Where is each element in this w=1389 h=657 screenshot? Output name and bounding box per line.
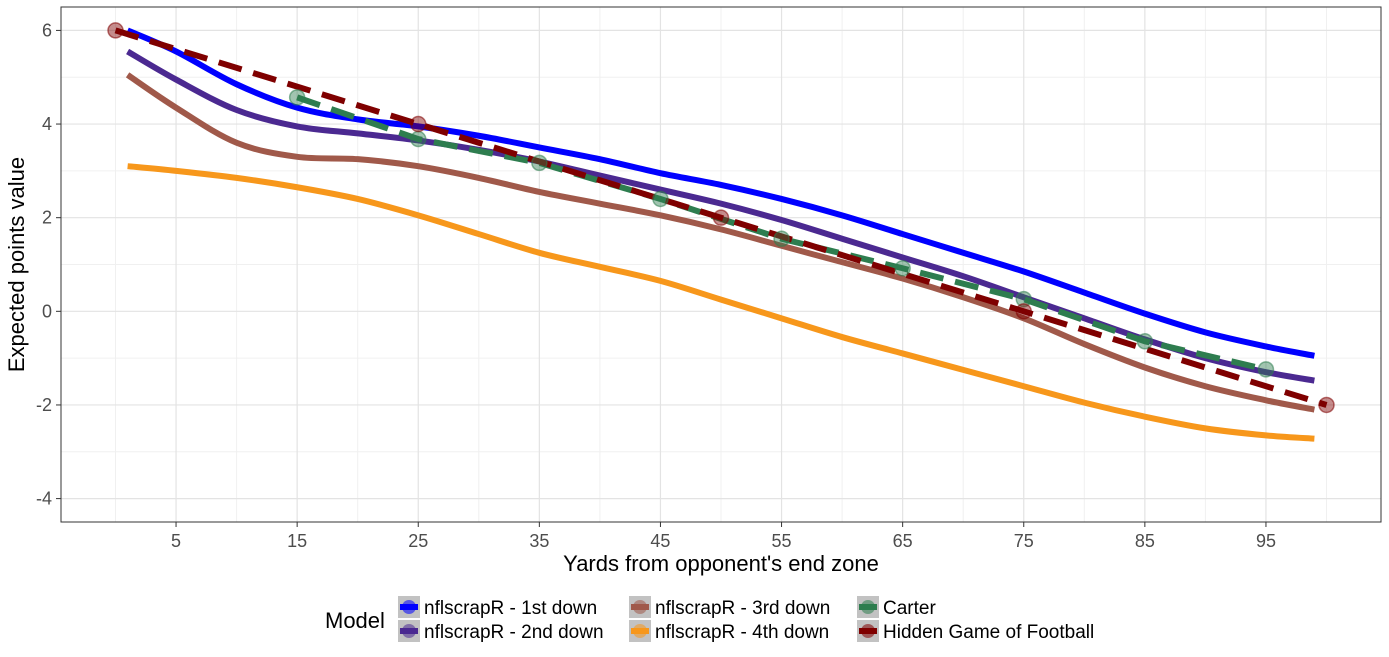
x-tick-label: 75 <box>1014 531 1034 551</box>
data-point-hidden-game-of-football <box>107 22 124 39</box>
legend-key-point <box>861 600 875 614</box>
legend-label: nflscrapR - 2nd down <box>424 622 604 643</box>
legend-label: Hidden Game of Football <box>883 622 1094 643</box>
series-line-hidden-game-of-football <box>114 27 1328 408</box>
legend-key-point <box>633 624 647 638</box>
y-tick-label: -2 <box>36 395 52 415</box>
grid-minor <box>61 7 1381 522</box>
x-tick-label: 25 <box>408 531 428 551</box>
series-line-nflscrapr-4th-down <box>127 163 1315 442</box>
legend-key-point <box>861 624 875 638</box>
series-line-nflscrapr-1st-down <box>126 27 1315 359</box>
x-tick-label: 35 <box>529 531 549 551</box>
y-axis-label: Expected points value <box>4 157 29 372</box>
x-tick-label: 95 <box>1256 531 1276 551</box>
data-point-carter <box>894 259 911 277</box>
x-axis: 5 15 25 35 45 55 65 75 85 95 <box>171 522 1276 551</box>
legend-label: nflscrapR - 3rd down <box>655 598 830 619</box>
data-point-carter <box>531 154 548 172</box>
x-tick-label: 15 <box>287 531 307 551</box>
x-tick-label: 5 <box>171 531 181 551</box>
data-point-carter <box>773 230 790 247</box>
series-line-nflscrapr-2nd-down <box>126 48 1315 384</box>
y-tick-label: 6 <box>42 20 52 40</box>
legend-key-point <box>402 624 416 638</box>
legend-label: Carter <box>883 598 936 619</box>
legend-key-point <box>633 600 647 614</box>
data-point-hidden-game-of-football <box>712 209 730 226</box>
data-point-carter <box>1015 290 1033 308</box>
legend-key-point <box>402 600 416 614</box>
x-axis-label: Yards from opponent's end zone <box>563 551 879 576</box>
x-tick-label: 55 <box>772 531 792 551</box>
legend-label: nflscrapR - 4th down <box>655 622 829 643</box>
y-tick-label: 0 <box>42 301 52 321</box>
data-point-carter <box>288 89 306 106</box>
legend-label: nflscrapR - 1st down <box>424 598 597 619</box>
data-point-carter <box>652 190 669 208</box>
data-point-carter <box>1257 361 1275 378</box>
data-point-carter <box>409 130 427 148</box>
data-point-hidden-game-of-football <box>1015 303 1033 320</box>
x-tick-label: 65 <box>893 531 913 551</box>
legend: Model nflscrapR - 1st down nflscrapR - 2n… <box>325 596 1094 643</box>
data-point-hidden-game-of-football <box>1318 396 1335 414</box>
plot-border <box>60 6 1382 523</box>
y-tick-label: -4 <box>36 489 52 509</box>
x-tick-label: 85 <box>1135 531 1155 551</box>
y-tick-label: 4 <box>42 114 52 134</box>
data-point-hidden-game-of-football <box>409 115 427 133</box>
series-line-nflscrapr-3rd-down <box>125 72 1315 413</box>
series-layer <box>107 22 1335 442</box>
x-tick-label: 45 <box>650 531 670 551</box>
y-tick-label: 2 <box>42 208 52 228</box>
legend-title: Model <box>325 608 385 633</box>
y-axis: -4 -2 0 2 4 6 <box>36 20 61 509</box>
data-point-carter <box>1136 333 1154 350</box>
